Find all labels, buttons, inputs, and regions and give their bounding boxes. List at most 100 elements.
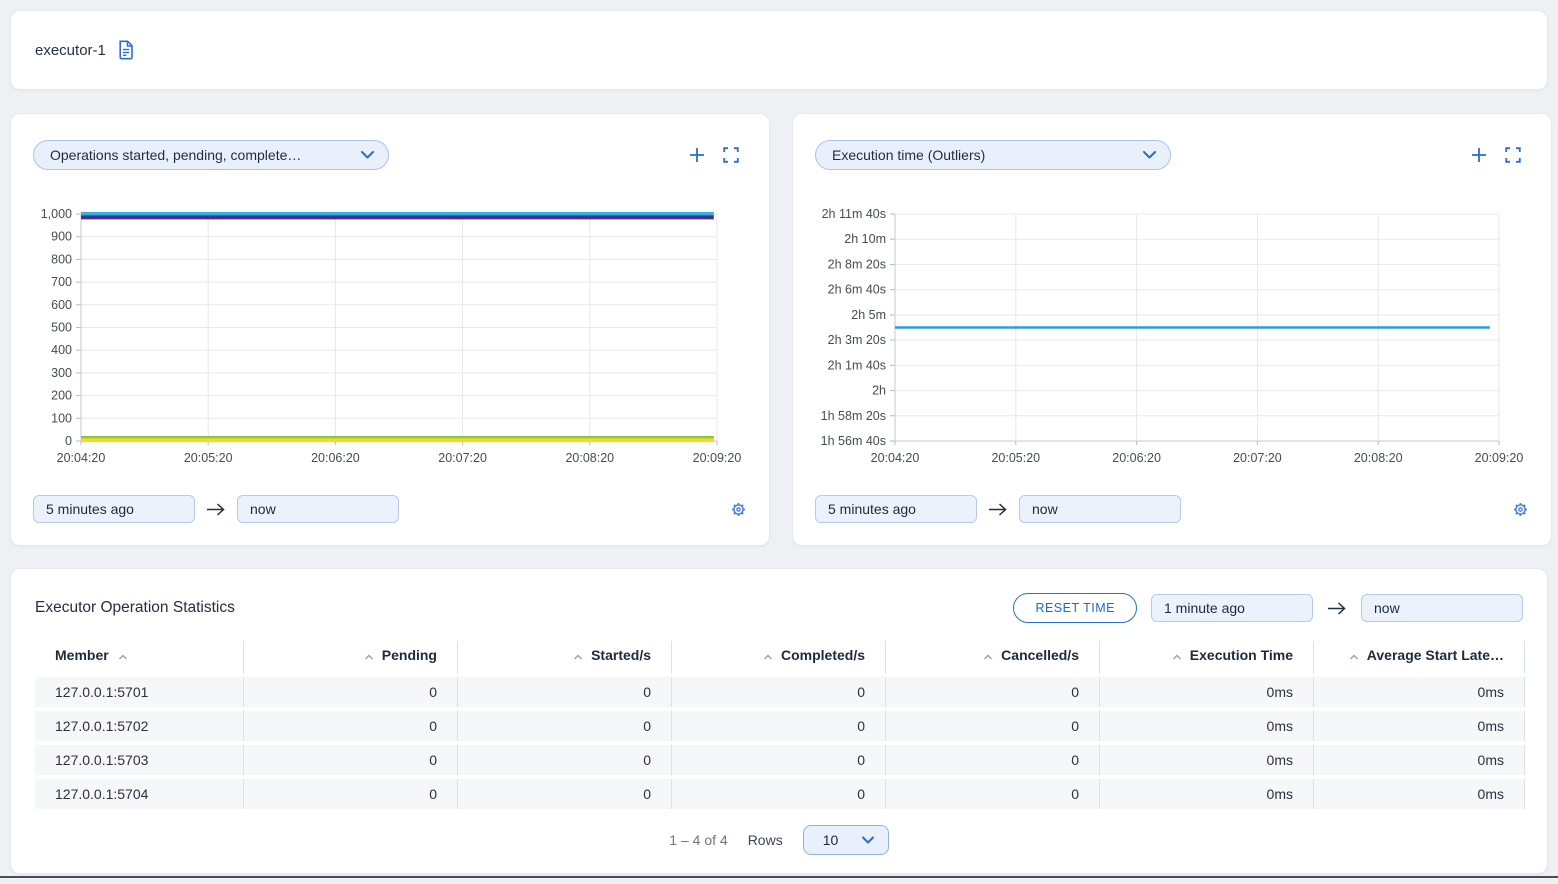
member-cell: 127.0.0.1:5704 [35, 779, 244, 809]
page-title: executor-1 [35, 42, 106, 59]
time-range [815, 495, 1181, 523]
metric-selector-label: Execution time (Outliers) [832, 147, 985, 163]
svg-text:20:05:20: 20:05:20 [991, 451, 1040, 465]
svg-text:20:06:20: 20:06:20 [1112, 451, 1161, 465]
time-to-input[interactable] [237, 495, 399, 523]
table-cell: 0 [886, 745, 1100, 775]
table-cell: 0 [672, 745, 886, 775]
sort-caret-icon [363, 653, 375, 661]
member-cell: 127.0.0.1:5702 [35, 711, 244, 741]
chevron-down-icon [1142, 150, 1157, 160]
document-icon[interactable] [117, 40, 135, 60]
table-cell: 0ms [1314, 745, 1525, 775]
svg-text:20:09:20: 20:09:20 [1475, 451, 1524, 465]
table-cell: 0ms [1314, 711, 1525, 741]
dashboard-page: executor-1 Operations started, pending, … [0, 0, 1558, 884]
chevron-down-icon [360, 150, 375, 160]
svg-text:500: 500 [51, 321, 72, 335]
table-cell: 0ms [1314, 677, 1525, 707]
svg-text:800: 800 [51, 252, 72, 266]
svg-text:300: 300 [51, 366, 72, 380]
chart-header: Operations started, pending, complete… [33, 140, 747, 170]
svg-text:0: 0 [65, 434, 72, 448]
table-cell: 0 [886, 711, 1100, 741]
table-cell: 0ms [1100, 779, 1314, 809]
table-row[interactable]: 127.0.0.1:570400000ms0ms [35, 779, 1525, 809]
sort-caret-icon [762, 653, 774, 661]
column-header-pending[interactable]: Pending [244, 641, 458, 673]
table-cell: 0 [672, 677, 886, 707]
add-chart-icon[interactable] [1471, 147, 1487, 163]
statistics-title: Executor Operation Statistics [35, 599, 235, 617]
svg-text:1h 56m 40s: 1h 56m 40s [821, 434, 886, 448]
column-header-average-start-late[interactable]: Average Start Late… [1314, 641, 1525, 673]
svg-text:2h 6m 40s: 2h 6m 40s [828, 283, 886, 297]
chart-actions [689, 147, 739, 163]
sort-caret-icon [982, 653, 994, 661]
svg-text:900: 900 [51, 230, 72, 244]
time-range [33, 495, 399, 523]
settings-gear-icon[interactable] [1512, 501, 1529, 518]
chevron-down-icon [861, 836, 875, 845]
table-cell: 0ms [1100, 711, 1314, 741]
table-cell: 0ms [1100, 677, 1314, 707]
rows-per-page-label: Rows [748, 832, 783, 848]
sort-caret-icon [572, 653, 584, 661]
operations-chart: 1,000900800700600500400300200100020:04:2… [33, 206, 747, 471]
time-to-input[interactable] [1019, 495, 1181, 523]
metric-selector[interactable]: Operations started, pending, complete… [33, 140, 389, 170]
chart-actions [1471, 147, 1521, 163]
svg-text:1h 58m 20s: 1h 58m 20s [821, 409, 886, 423]
arrow-right-icon [206, 502, 226, 517]
svg-text:20:07:20: 20:07:20 [1233, 451, 1282, 465]
operations-chart-svg: 1,000900800700600500400300200100020:04:2… [33, 206, 747, 471]
column-header-started-s[interactable]: Started/s [458, 641, 672, 673]
svg-text:20:05:20: 20:05:20 [184, 451, 233, 465]
svg-text:2h 8m 20s: 2h 8m 20s [828, 257, 886, 271]
column-header-execution-time[interactable]: Execution Time [1100, 641, 1314, 673]
table-cell: 0 [886, 779, 1100, 809]
time-from-input[interactable] [1151, 594, 1313, 622]
fullscreen-icon[interactable] [1505, 147, 1521, 163]
time-from-input[interactable] [815, 495, 977, 523]
fullscreen-icon[interactable] [723, 147, 739, 163]
table-cell: 0ms [1314, 779, 1525, 809]
column-header-member[interactable]: Member [35, 641, 244, 673]
sort-caret-icon [1171, 653, 1183, 661]
add-chart-icon[interactable] [689, 147, 705, 163]
statistics-controls: RESET TIME [1013, 593, 1523, 623]
time-to-input[interactable] [1361, 594, 1523, 622]
reset-time-button[interactable]: RESET TIME [1013, 593, 1137, 623]
svg-text:700: 700 [51, 275, 72, 289]
chart-panel-operations: Operations started, pending, complete… [10, 113, 770, 546]
column-header-cancelled-s[interactable]: Cancelled/s [886, 641, 1100, 673]
stats-table-body: 127.0.0.1:570100000ms0ms127.0.0.1:570200… [35, 677, 1525, 809]
table-cell: 0 [672, 779, 886, 809]
table-row[interactable]: 127.0.0.1:570200000ms0ms [35, 711, 1525, 741]
table-row[interactable]: 127.0.0.1:570100000ms0ms [35, 677, 1525, 707]
arrow-right-icon [988, 502, 1008, 517]
entity-header-card: executor-1 [10, 10, 1548, 90]
svg-text:20:08:20: 20:08:20 [1354, 451, 1403, 465]
table-cell: 0 [672, 711, 886, 741]
svg-text:20:08:20: 20:08:20 [565, 451, 614, 465]
metric-selector-label: Operations started, pending, complete… [50, 147, 301, 163]
stats-table: MemberPendingStarted/sCompleted/sCancell… [35, 637, 1525, 813]
chart-panel-execution-time: Execution time (Outliers) 2 [792, 113, 1552, 546]
svg-text:20:09:20: 20:09:20 [693, 451, 742, 465]
svg-text:20:04:20: 20:04:20 [57, 451, 106, 465]
pagination-range: 1 – 4 of 4 [669, 832, 727, 848]
table-row[interactable]: 127.0.0.1:570300000ms0ms [35, 745, 1525, 775]
rows-per-page-select[interactable]: 10 [803, 825, 889, 855]
pagination: 1 – 4 of 4 Rows 10 [35, 825, 1523, 855]
time-from-input[interactable] [33, 495, 195, 523]
chart-footer [33, 495, 747, 523]
svg-text:2h 3m 20s: 2h 3m 20s [828, 333, 886, 347]
svg-text:2h: 2h [872, 384, 886, 398]
svg-text:2h 5m: 2h 5m [851, 308, 886, 322]
svg-text:200: 200 [51, 389, 72, 403]
table-cell: 0 [458, 711, 672, 741]
metric-selector[interactable]: Execution time (Outliers) [815, 140, 1171, 170]
settings-gear-icon[interactable] [730, 501, 747, 518]
column-header-completed-s[interactable]: Completed/s [672, 641, 886, 673]
